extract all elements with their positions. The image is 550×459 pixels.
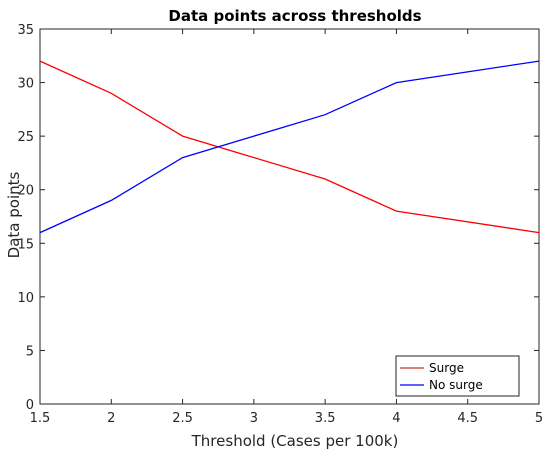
legend: Surge No surge [395,355,520,397]
y-tick-label: 30 [17,77,34,92]
series-line-surge [39,60,540,234]
x-tick-label: 4 [392,411,400,426]
series-line-no-surge [39,60,540,234]
y-tick-label: 0 [26,398,34,413]
legend-label: Surge [429,361,464,375]
y-tick-label: 25 [17,130,34,145]
x-tick-label: 1.5 [30,411,51,426]
y-tick-label: 5 [26,344,34,359]
legend-label: No surge [429,378,483,392]
y-tick-label: 10 [17,291,34,306]
x-tick-label: 5 [535,411,543,426]
x-tick-label: 2 [107,411,115,426]
x-tick-label: 3.5 [315,411,336,426]
x-tick-label: 3 [250,411,258,426]
legend-box [395,355,520,397]
axes-box [39,28,540,405]
x-tick-label: 4.5 [457,411,478,426]
chart-title: Data points across thresholds [168,7,421,25]
y-tick-label: 15 [17,237,34,252]
y-tick-label: 20 [17,184,34,199]
y-axis-label: Data points [5,171,23,258]
y-tick-label: 35 [17,23,34,38]
plot-area: 1.5 2 2.5 3 3.5 4 4.5 5 0 5 10 15 20 25 30 35 [17,23,543,426]
x-axis-label: Threshold (Cases per 100k) [191,432,399,450]
x-tick-label: 2.5 [172,411,193,426]
